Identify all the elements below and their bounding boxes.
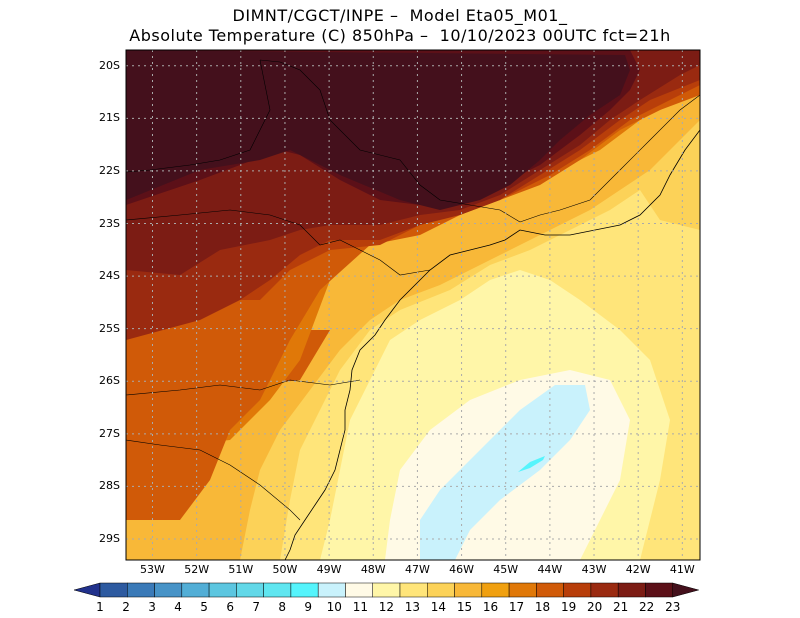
colorbar-swatch bbox=[645, 582, 673, 598]
colorbar-swatch bbox=[427, 582, 455, 598]
colorbar-label: 19 bbox=[560, 600, 577, 614]
colorbar-swatch bbox=[617, 582, 646, 598]
colorbar-swatch bbox=[563, 582, 592, 598]
field-band-9 bbox=[518, 456, 545, 472]
state-border-mg-rj bbox=[519, 94, 700, 223]
lat-label-28S: 28S bbox=[99, 479, 120, 493]
colorbar-swatch bbox=[154, 582, 183, 598]
lat-label-23S: 23S bbox=[99, 216, 120, 230]
colorbar-swatch bbox=[508, 582, 537, 598]
lon-label-47W: 47W bbox=[404, 563, 430, 576]
colorbar-label: 23 bbox=[665, 600, 681, 614]
colorbar-swatch bbox=[290, 582, 319, 598]
colorbar-label: 17 bbox=[508, 600, 525, 614]
colorbar-swatch bbox=[399, 582, 428, 598]
state-border-pr-sc bbox=[126, 379, 361, 396]
lat-label-21S: 21S bbox=[99, 111, 120, 125]
colorbar-swatch bbox=[454, 582, 483, 598]
state-border-sp-pr bbox=[126, 209, 431, 276]
colorbar-swatch bbox=[345, 582, 373, 598]
chart-title: DIMNT/CGCT/INPE – Model Eta05_M01_ bbox=[232, 6, 568, 25]
lon-label-51W: 51W bbox=[228, 563, 254, 576]
lon-label-52W: 52W bbox=[184, 563, 210, 576]
colorbar-swatch bbox=[99, 582, 128, 598]
colorbar-label: 22 bbox=[639, 600, 655, 614]
lon-label-44W: 44W bbox=[537, 563, 563, 576]
lat-label-20S: 20S bbox=[99, 58, 120, 72]
lon-label-48W: 48W bbox=[360, 563, 386, 576]
colorbar-swatch bbox=[127, 582, 155, 598]
colorbar-label: 1 bbox=[96, 600, 104, 614]
colorbar-swatch bbox=[536, 582, 564, 598]
colorbar-label: 6 bbox=[226, 600, 234, 614]
colorbar-label: 3 bbox=[148, 600, 156, 614]
colorbar-swatch bbox=[372, 582, 401, 598]
colorbar-arrow-high bbox=[672, 582, 700, 598]
lat-label-25S: 25S bbox=[99, 321, 120, 335]
colorbar-swatch bbox=[236, 582, 264, 598]
colorbar-label: 2 bbox=[122, 600, 130, 614]
lon-label-45W: 45W bbox=[493, 563, 519, 576]
colorbar-label: 18 bbox=[534, 600, 551, 614]
colorbar-swatch bbox=[317, 582, 346, 598]
lat-label-24S: 24S bbox=[99, 269, 120, 283]
colorbar-label: 14 bbox=[430, 600, 447, 614]
lon-label-46W: 46W bbox=[449, 563, 474, 576]
state-border-sc-rs bbox=[126, 439, 301, 521]
colorbar-label: 15 bbox=[456, 600, 473, 614]
lat-label-29S: 29S bbox=[99, 531, 120, 545]
colorbar-swatch bbox=[263, 582, 292, 598]
lat-label-26S: 26S bbox=[99, 374, 120, 388]
colorbar-label: 16 bbox=[482, 600, 499, 614]
field-band-10 bbox=[420, 385, 590, 560]
colorbar-label: 4 bbox=[174, 600, 182, 614]
lon-label-42W: 42W bbox=[625, 563, 651, 576]
colorbar-swatch bbox=[208, 582, 237, 598]
colorbar-arrow-low bbox=[73, 582, 101, 598]
colorbar-label: 10 bbox=[326, 600, 342, 614]
coastline bbox=[284, 129, 700, 560]
colorbar-label: 5 bbox=[200, 600, 208, 614]
map-frame bbox=[125, 49, 701, 561]
colorbar-label: 11 bbox=[352, 600, 368, 614]
colorbar-label: 8 bbox=[278, 600, 287, 614]
field-band-23 bbox=[126, 50, 630, 210]
lat-label-27S: 27S bbox=[99, 426, 120, 440]
colorbar-label: 9 bbox=[304, 600, 313, 614]
lon-label-50W: 50W bbox=[272, 563, 298, 576]
lon-label-49W: 49W bbox=[316, 563, 342, 576]
grid-lines bbox=[126, 50, 700, 560]
state-border-ms-sp bbox=[126, 59, 271, 173]
field-layer bbox=[126, 50, 700, 560]
colorbar-label: 7 bbox=[252, 600, 260, 614]
colorbar-swatch bbox=[181, 582, 210, 598]
lon-label-53W: 53W bbox=[140, 563, 165, 576]
colorbar-label: 12 bbox=[378, 600, 394, 614]
colorbar-label: 21 bbox=[613, 600, 629, 614]
state-border-sp-mg bbox=[259, 59, 521, 223]
chart-subtitle: Absolute Temperature (C) 850hPa – 10/10/… bbox=[129, 26, 671, 45]
lon-label-41W: 41W bbox=[669, 563, 695, 576]
colorbar-swatch bbox=[590, 582, 619, 598]
colorbar-swatch bbox=[481, 582, 510, 598]
colorbar-label: 13 bbox=[404, 600, 421, 614]
colorbar-label: 20 bbox=[586, 600, 603, 614]
lon-label-43W: 43W bbox=[581, 563, 607, 576]
lat-label-22S: 22S bbox=[99, 163, 120, 177]
